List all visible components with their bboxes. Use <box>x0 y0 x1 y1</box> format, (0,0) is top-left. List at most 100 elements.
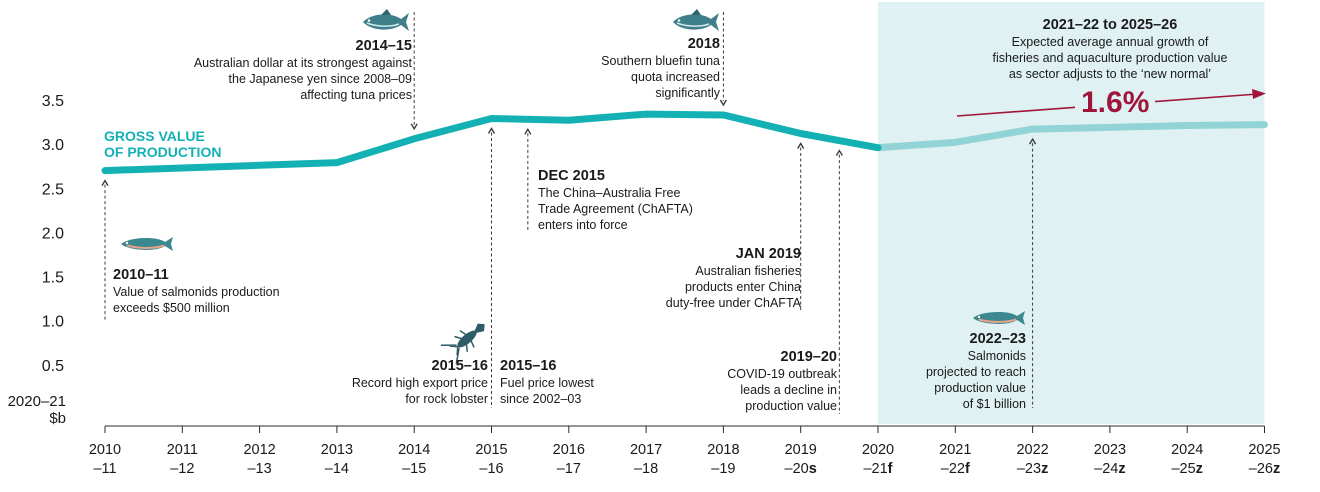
annotation-arrowhead <box>524 127 532 135</box>
x-tick-label: –25z <box>1171 461 1202 477</box>
x-tick-label: –18 <box>634 461 658 477</box>
projection-shading <box>878 2 1265 424</box>
x-tick-label: 2017 <box>630 442 662 458</box>
annotation-line: quota increased <box>631 70 720 84</box>
salmon-stripe <box>978 318 1017 323</box>
salmon-icon <box>121 237 173 251</box>
x-tick-label: –13 <box>247 461 271 477</box>
x-tick-label: –24z <box>1094 461 1125 477</box>
growth-arrow-head <box>1252 89 1266 99</box>
annotation-2022-23: 2022–23 Salmonids projected to reach pro… <box>900 330 1026 412</box>
y-tick-label: 2.0 <box>42 225 64 242</box>
annotation-line: projected to reach <box>925 365 1026 379</box>
annotation-arrowhead <box>410 123 418 131</box>
annotation-2019-20: 2019–20 COVID-19 outbreak leads a declin… <box>700 348 837 414</box>
x-tick-label: –16 <box>479 461 503 477</box>
annotation-line: significantly <box>655 86 720 100</box>
annotation-line: The China–Australia Free <box>538 186 681 200</box>
annotation-line: of $1 billion <box>962 397 1026 411</box>
annotation-line: exceeds $500 million <box>113 301 230 315</box>
annotation-2015-16-lobster: 2015–16 Record high export price for roc… <box>316 357 488 407</box>
salmon-eye <box>977 315 981 319</box>
x-tick-label: 2014 <box>398 442 430 458</box>
growth-line: Expected average annual growth of <box>1011 35 1209 49</box>
annotation-heading: 2022–23 <box>969 331 1026 347</box>
y-axis-title: 2020–21 $b <box>4 393 66 427</box>
tuna-body <box>673 13 719 31</box>
annotation-line: COVID-19 outbreak <box>727 367 837 381</box>
annotation-line: duty-free under ChAFTA <box>665 296 801 310</box>
x-tick-label: 2015 <box>475 442 507 458</box>
tuna-fin <box>381 9 391 15</box>
annotation-2010-11: 2010–11 Value of salmonids production ex… <box>113 266 333 316</box>
annotation-line: leads a decline in <box>740 383 837 397</box>
series-line-projected <box>874 121 1268 152</box>
annotation-arrowhead <box>797 142 805 149</box>
annotation-line: Trade Agreement (ChAFTA) <box>538 202 693 216</box>
tuna-fin <box>691 9 701 15</box>
annotation-arrowhead <box>835 149 843 156</box>
annotation-line: affecting tuna prices <box>300 88 412 102</box>
y-tick-label: 1.5 <box>42 270 64 287</box>
x-tick-label: 2012 <box>243 442 275 458</box>
annotation-heading: 2015–16 <box>500 358 557 374</box>
y-axis-title-line2: $b <box>49 410 66 427</box>
x-tick-label: –26z <box>1249 461 1280 477</box>
y-tick-label: 3.5 <box>42 93 64 110</box>
annotation-line: Southern bluefin tuna <box>601 54 720 68</box>
growth-line: fisheries and aquaculture production val… <box>992 51 1228 65</box>
tuna-body <box>363 13 409 31</box>
annotation-heading: 2015–16 <box>431 358 488 374</box>
annotation-arrowhead <box>101 179 109 186</box>
tuna-icon <box>673 9 719 31</box>
tuna-icon <box>363 9 409 31</box>
annotation-heading: 2018 <box>687 36 720 52</box>
annotation-line: for rock lobster <box>405 392 488 406</box>
series-line-actual <box>101 110 882 175</box>
series-label-line1: GROSS VALUE <box>104 128 205 144</box>
annotation-line: Fuel price lowest <box>500 376 594 390</box>
growth-value: 1.6% <box>1075 86 1156 120</box>
salmon-eye <box>125 241 129 245</box>
series-label: GROSS VALUE OF PRODUCTION <box>104 128 221 160</box>
annotation-heading: 2010–11 <box>113 267 169 283</box>
annotation-line: Australian dollar at its strongest again… <box>193 56 412 70</box>
lobster-icon <box>440 323 485 364</box>
x-tick-label: –17 <box>557 461 581 477</box>
x-tick-label: 2018 <box>707 442 739 458</box>
series-line <box>101 110 1268 175</box>
tuna-eye <box>367 19 371 22</box>
x-tick-label: –23z <box>1017 461 1048 477</box>
y-axis-ticks: 0.5 1.0 1.5 2.0 2.5 3.0 3.5 <box>42 93 64 375</box>
x-tick-label: 2025 <box>1248 442 1280 458</box>
tuna-belly <box>676 22 710 27</box>
y-tick-label: 1.0 <box>42 314 64 331</box>
growth-line: as sector adjusts to the ‘new normal’ <box>1008 67 1212 81</box>
y-tick-label: 3.0 <box>42 137 64 154</box>
annotation-line: since 2002–03 <box>500 392 582 406</box>
annotation-line: Australian fisheries <box>695 264 801 278</box>
x-tick-label: 2013 <box>321 442 353 458</box>
annotation-line: products enter China <box>684 280 801 294</box>
growth-heading: 2021–22 to 2025–26 <box>1042 17 1178 33</box>
tuna-belly <box>366 22 400 27</box>
growth-annotation: 2021–22 to 2025–26 Expected average annu… <box>960 16 1260 82</box>
x-tick-label: 2016 <box>553 442 585 458</box>
annotation-line: enters into force <box>538 218 628 232</box>
annotation-line: Value of salmonids production <box>113 285 280 299</box>
annotation-heading: 2014–15 <box>355 38 412 54</box>
y-tick-label: 2.5 <box>42 181 64 198</box>
x-tick-label: 2022 <box>1016 442 1048 458</box>
annotation-line: production value <box>745 399 837 413</box>
x-axis-ticks: 2010 –11 2011 –12 2012 –13 2013 –14 2014 –15 2015 –… <box>89 425 1281 477</box>
x-tick-label: –20s <box>785 461 817 477</box>
x-tick-label: 2020 <box>862 442 894 458</box>
annotation-line: production value <box>934 381 1026 395</box>
x-tick-label: –21f <box>863 461 892 477</box>
annotation-arrowhead <box>1028 137 1037 145</box>
annotation-heading: DEC 2015 <box>538 168 605 184</box>
y-axis-title-line1: 2020–21 <box>7 393 66 410</box>
x-tick-label: –12 <box>170 461 194 477</box>
annotation-dec-2015: DEC 2015 The China–Australia Free Trade … <box>538 167 738 233</box>
annotation-line: the Japanese yen since 2008–09 <box>228 72 412 86</box>
